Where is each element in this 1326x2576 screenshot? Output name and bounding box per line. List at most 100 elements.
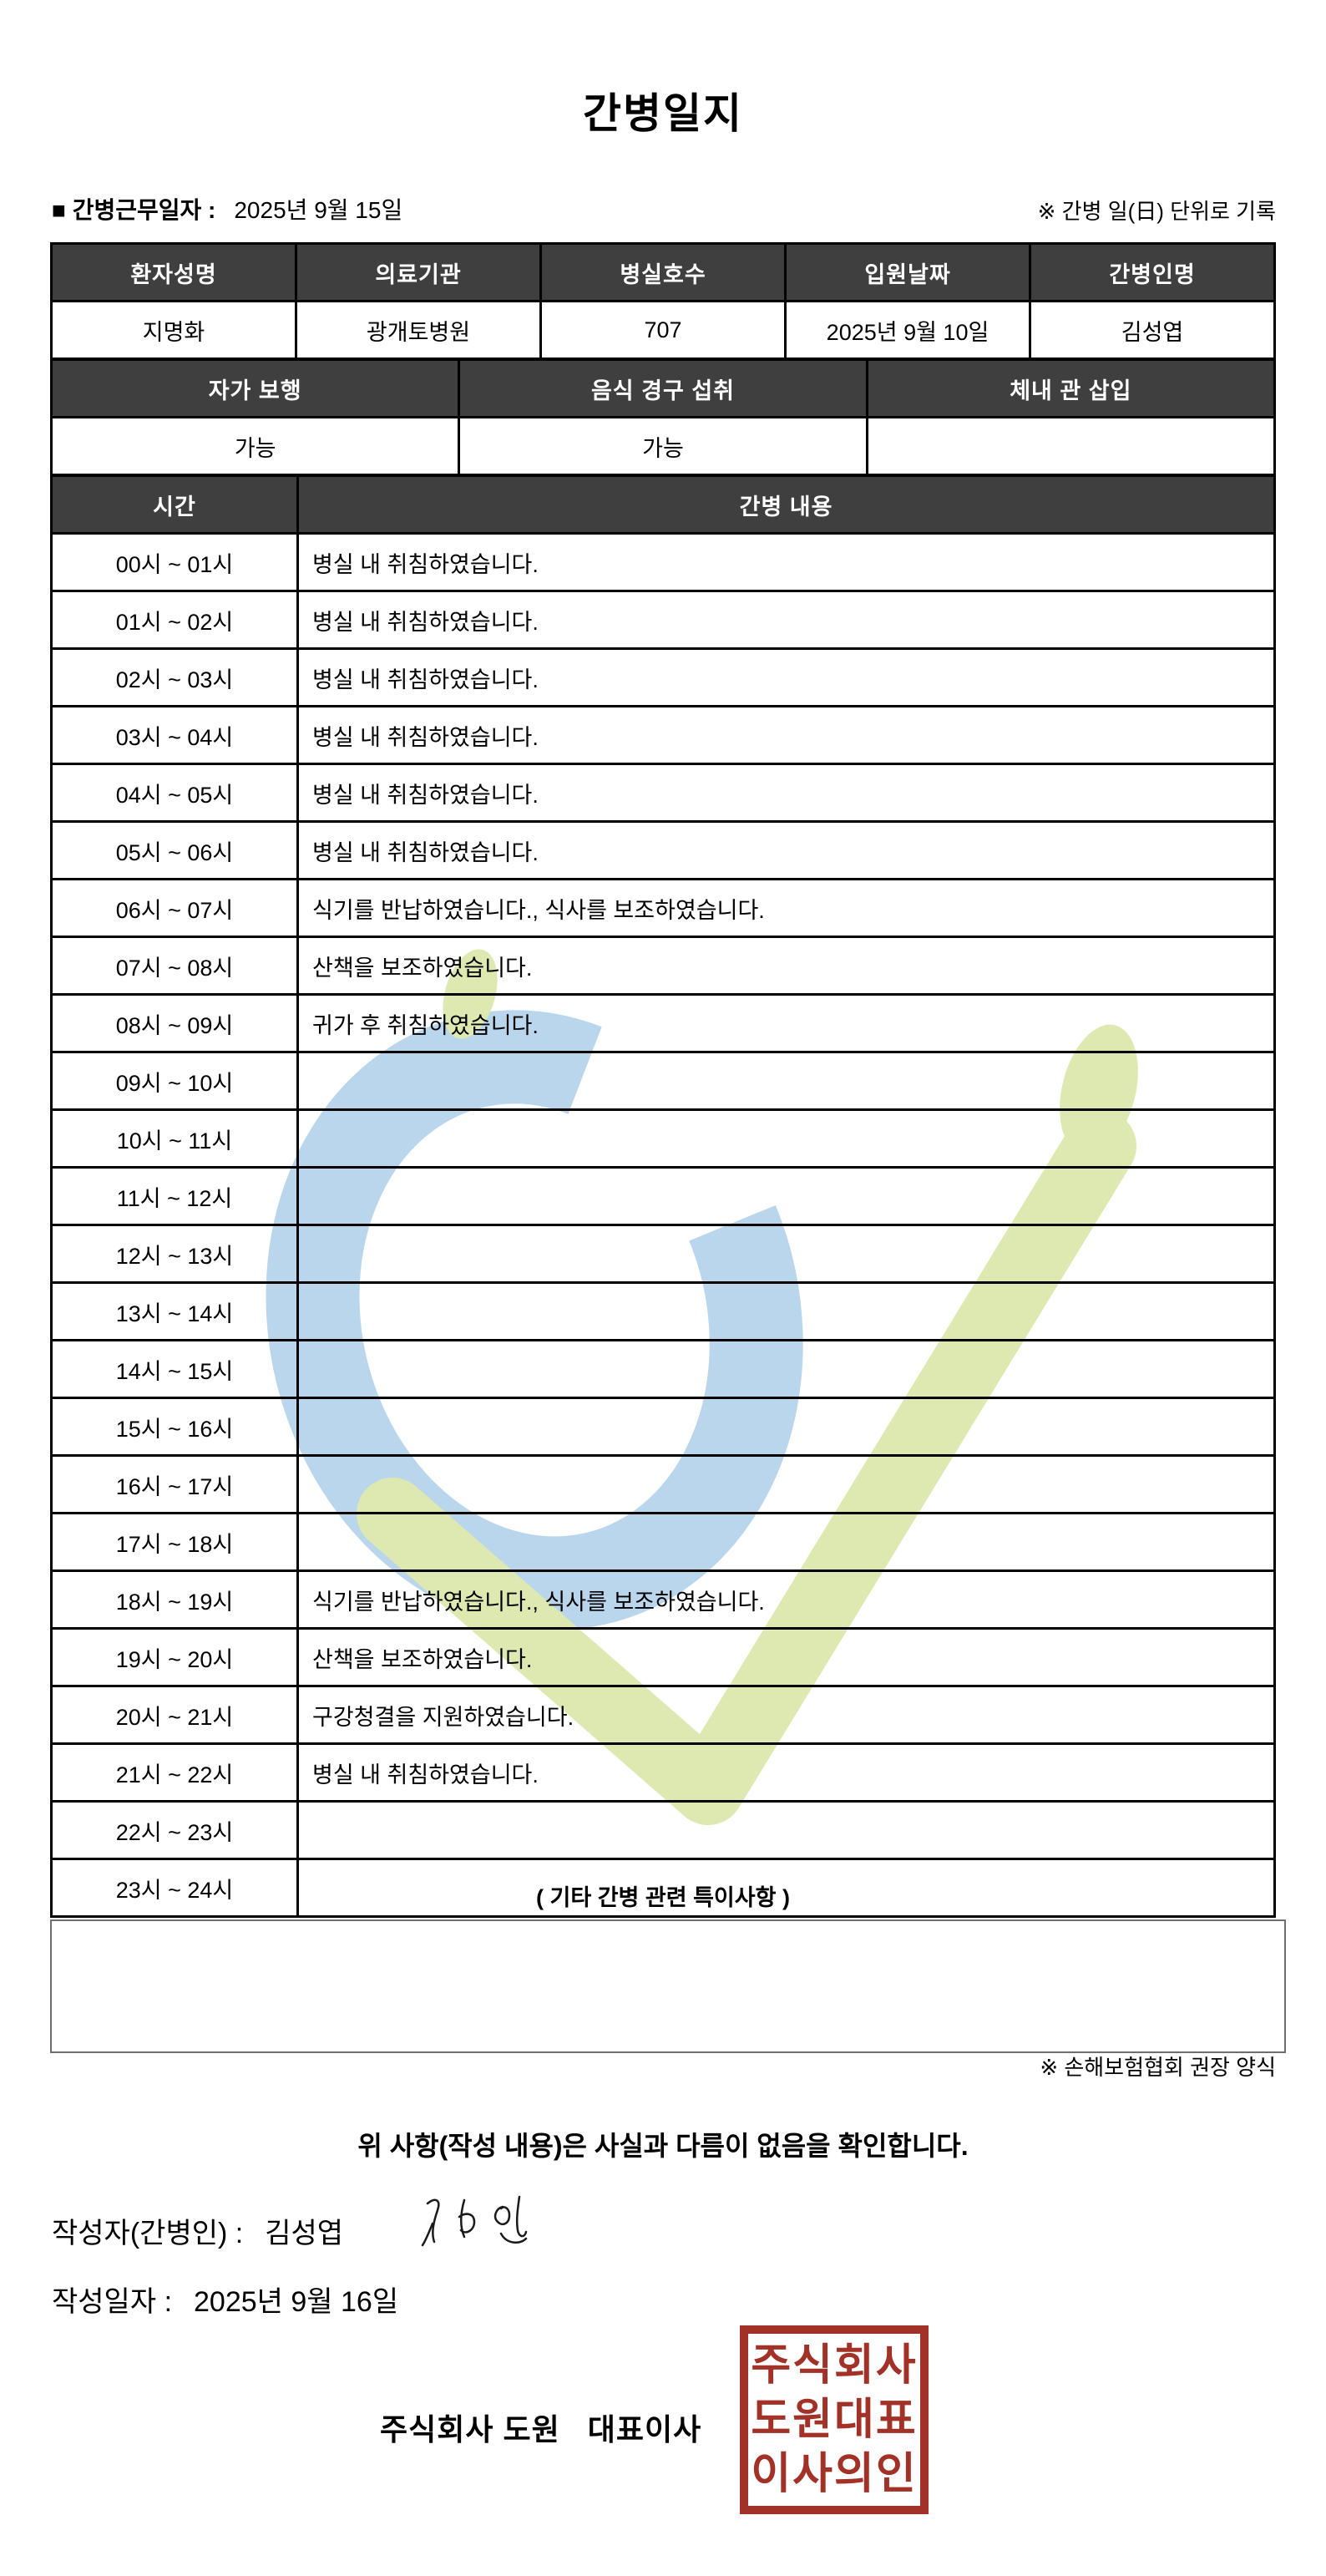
log-time-cell: 19시 ~ 20시: [50, 1627, 299, 1687]
condition-header-cell: 자가 보행: [49, 358, 461, 418]
log-row: 07시 ~ 08시 산책을 보조하였습니다.: [50, 936, 1276, 996]
condition-header-cell: 음식 경구 섭취: [458, 358, 868, 418]
patient-value-cell: 김성엽: [1029, 300, 1276, 360]
log-time-cell: 17시 ~ 18시: [50, 1512, 299, 1572]
log-row: 18시 ~ 19시 식기를 반납하였습니다., 식사를 보조하였습니다.: [50, 1569, 1276, 1630]
log-row: 20시 ~ 21시 구강청결을 지원하였습니다.: [50, 1685, 1276, 1745]
log-content-cell: 귀가 후 취침하였습니다.: [296, 993, 1276, 1053]
hourly-log-table: 시간 간병 내용 00시 ~ 01시 병실 내 취침하였습니다. 01시 ~ 02시…: [50, 474, 1276, 1918]
patient-value-cell: 707: [539, 300, 787, 360]
writer-name: 김성엽: [265, 2218, 344, 2249]
log-row: 13시 ~ 14시: [50, 1281, 1276, 1341]
confirmation-statement: 위 사항(작성 내용)은 사실과 다름이 없음을 확인합니다.: [357, 2131, 969, 2161]
log-time-cell: 05시 ~ 06시: [50, 820, 299, 880]
daily-unit-note: ※ 간병 일(日) 단위로 기록: [1037, 199, 1276, 224]
log-time-cell: 18시 ~ 19시: [50, 1569, 299, 1630]
log-time-header: 시간: [50, 474, 299, 535]
notes-heading: ( 기타 간병 관련 특이사항 ): [536, 1885, 790, 1910]
corporate-seal-stamp: 주식회사 도원대표 이사의인: [740, 2325, 929, 2514]
log-content-cell: [296, 1166, 1276, 1226]
log-row: 05시 ~ 06시 병실 내 취침하였습니다.: [50, 820, 1276, 880]
writer-line: 작성자(간병인) : 김성엽: [52, 2210, 343, 2251]
log-content-cell: 산책을 보조하였습니다.: [296, 1627, 1276, 1687]
log-row: 10시 ~ 11시: [50, 1108, 1276, 1169]
log-content-header: 간병 내용: [296, 474, 1276, 535]
log-content-cell: 병실 내 취침하였습니다.: [296, 820, 1276, 880]
log-time-cell: 22시 ~ 23시: [50, 1800, 299, 1860]
patient-value-cell: 2025년 9월 10일: [784, 300, 1031, 360]
log-time-cell: 16시 ~ 17시: [50, 1454, 299, 1514]
log-content-cell: 식기를 반납하였습니다., 식사를 보조하였습니다.: [296, 878, 1276, 938]
condition-value-cell: [865, 416, 1277, 476]
written-date-line: 작성일자 : 2025년 9월 16일: [52, 2279, 398, 2320]
log-content-cell: [296, 1858, 1276, 1918]
condition-value-cell: 가능: [458, 416, 868, 476]
log-content-cell: [296, 1339, 1276, 1399]
log-table-head: 시간 간병 내용: [50, 474, 1276, 535]
log-row: 19시 ~ 20시 산책을 보조하였습니다.: [50, 1627, 1276, 1687]
writer-signature: [421, 2195, 528, 2247]
log-time-cell: 14시 ~ 15시: [50, 1339, 299, 1399]
condition-header-cell: 체내 관 삽입: [865, 358, 1277, 418]
log-time-cell: 08시 ~ 09시: [50, 993, 299, 1053]
log-time-cell: 04시 ~ 05시: [50, 763, 299, 823]
log-row: 22시 ~ 23시: [50, 1800, 1276, 1860]
log-row: 15시 ~ 16시: [50, 1397, 1276, 1457]
stamp-line: 도원대표: [751, 2396, 918, 2444]
log-content-cell: [296, 1454, 1276, 1514]
log-content-cell: 식기를 반납하였습니다., 식사를 보조하였습니다.: [296, 1569, 1276, 1630]
condition-table-values: 가능 가능: [49, 416, 1277, 476]
patient-header-cell: 의료기관: [295, 242, 542, 302]
form-standard-note: ※ 손해보험협회 권장 양식: [1040, 2055, 1276, 2080]
log-time-cell: 03시 ~ 04시: [50, 705, 299, 765]
log-content-cell: 병실 내 취침하였습니다.: [296, 590, 1276, 650]
log-time-cell: 00시 ~ 01시: [50, 532, 299, 592]
patient-header-cell: 병실호수: [539, 242, 787, 302]
log-time-cell: 13시 ~ 14시: [50, 1281, 299, 1341]
notes-box: [50, 1919, 1286, 2053]
patient-header-cell: 간병인명: [1029, 242, 1276, 302]
log-row: 17시 ~ 18시: [50, 1512, 1276, 1572]
log-content-cell: 병실 내 취침하였습니다.: [296, 705, 1276, 765]
condition-table-head: 자가 보행 음식 경구 섭취 체내 관 삽입: [49, 358, 1277, 418]
log-content-cell: 구강청결을 지원하였습니다.: [296, 1685, 1276, 1745]
log-time-cell: 12시 ~ 13시: [50, 1224, 299, 1284]
log-content-cell: 병실 내 취침하였습니다.: [296, 763, 1276, 823]
company-ceo-line: 주식회사 도원 대표이사: [380, 2412, 702, 2447]
log-content-cell: [296, 1051, 1276, 1111]
log-row: 11시 ~ 12시: [50, 1166, 1276, 1226]
log-content-cell: [296, 1281, 1276, 1341]
log-time-cell: 06시 ~ 07시: [50, 878, 299, 938]
log-time-cell: 21시 ~ 22시: [50, 1742, 299, 1803]
log-content-cell: [296, 1108, 1276, 1169]
work-date-value: 2025년 9월 15일: [234, 197, 403, 223]
log-time-cell: 20시 ~ 21시: [50, 1685, 299, 1745]
log-row: 09시 ~ 10시: [50, 1051, 1276, 1111]
log-time-cell: 01시 ~ 02시: [50, 590, 299, 650]
written-date-value: 2025년 9월 16일: [194, 2286, 399, 2318]
page-title: 간병일지: [583, 90, 743, 137]
patient-info-table: 환자성명 의료기관 병실호수 입원날짜 간병인명 지명화 광개토병원 707 2025년 9월…: [50, 242, 1276, 360]
log-row: 00시 ~ 01시 병실 내 취침하였습니다.: [50, 532, 1276, 592]
log-time-cell: 02시 ~ 03시: [50, 647, 299, 707]
log-row: 03시 ~ 04시 병실 내 취침하였습니다.: [50, 705, 1276, 765]
stamp-line: 주식회사: [751, 2341, 918, 2390]
patient-table-head: 환자성명 의료기관 병실호수 입원날짜 간병인명: [50, 242, 1276, 302]
log-time-cell: 10시 ~ 11시: [50, 1108, 299, 1169]
log-row: 02시 ~ 03시 병실 내 취침하였습니다.: [50, 647, 1276, 707]
patient-value-cell: 광개토병원: [295, 300, 542, 360]
log-row: 06시 ~ 07시 식기를 반납하였습니다., 식사를 보조하였습니다.: [50, 878, 1276, 938]
patient-header-cell: 입원날짜: [784, 242, 1031, 302]
condition-value-cell: 가능: [49, 416, 461, 476]
log-time-cell: 11시 ~ 12시: [50, 1166, 299, 1226]
stamp-line: 이사의인: [751, 2450, 918, 2498]
log-row: 21시 ~ 22시 병실 내 취침하였습니다.: [50, 1742, 1276, 1803]
condition-table: 자가 보행 음식 경구 섭취 체내 관 삽입 가능 가능: [49, 358, 1277, 476]
log-content-cell: 병실 내 취침하였습니다.: [296, 647, 1276, 707]
log-time-cell: 07시 ~ 08시: [50, 936, 299, 996]
log-time-cell: 09시 ~ 10시: [50, 1051, 299, 1111]
log-content-cell: [296, 1224, 1276, 1284]
log-content-cell: [296, 1512, 1276, 1572]
log-row: 14시 ~ 15시: [50, 1339, 1276, 1399]
writer-label: 작성자(간병인) :: [52, 2218, 244, 2249]
